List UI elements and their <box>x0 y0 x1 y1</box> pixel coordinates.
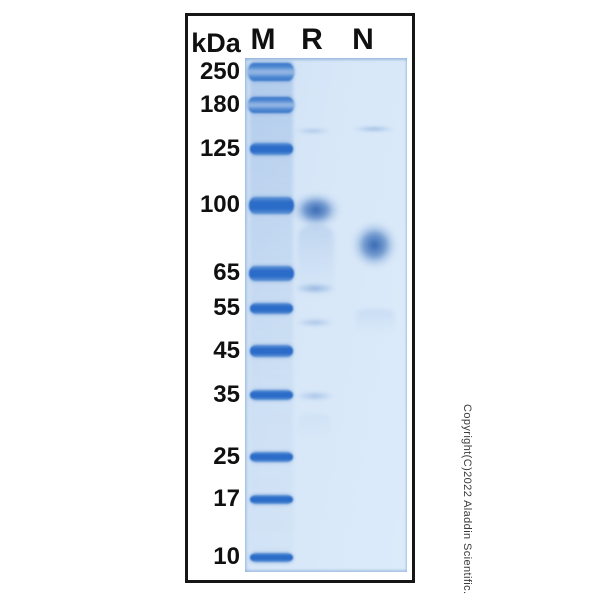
mw-label-65: 65 <box>213 259 240 286</box>
mw-label-250: 250 <box>199 58 240 85</box>
unit-label: kDa <box>191 28 241 58</box>
mw-label-125: 125 <box>199 135 240 162</box>
band-R-50kda <box>295 317 335 327</box>
band-R-35kda <box>295 391 335 401</box>
lane-label-m: M <box>250 23 276 56</box>
ladder-band-65 <box>249 265 294 281</box>
ladder-band-35 <box>250 390 293 400</box>
mw-label-10: 10 <box>213 543 240 570</box>
ladder-band-17 <box>250 494 293 504</box>
band-R-30kda <box>299 414 331 442</box>
mw-label-100: 100 <box>199 191 240 218</box>
mw-label-35: 35 <box>213 381 240 408</box>
mw-label-17: 17 <box>213 485 240 512</box>
ladder-band-100 <box>249 196 294 214</box>
band-R-60kda <box>294 282 336 294</box>
ladder-band-250 <box>248 63 294 81</box>
band-N-50kda <box>356 309 394 335</box>
ladder-band-45 <box>250 345 293 357</box>
band-R-80-60kda <box>298 224 334 300</box>
mw-label-45: 45 <box>213 337 240 364</box>
copyright-text: Copyright(C)2022 Aladdin Scientific. <box>461 404 473 595</box>
lane-label-r: R <box>301 23 323 56</box>
ladder-band-55 <box>250 302 293 314</box>
band-N-140kda <box>352 126 396 132</box>
ladder-band-10 <box>250 552 293 562</box>
band-N-70kda <box>351 221 398 269</box>
mw-label-180: 180 <box>199 91 240 118</box>
mw-label-55: 55 <box>213 294 240 321</box>
band-R-140kda <box>294 128 332 134</box>
ladder-band-125 <box>250 143 293 155</box>
ladder-band-25 <box>250 452 293 462</box>
lane-label-n: N <box>352 23 374 56</box>
mw-label-25: 25 <box>213 443 240 470</box>
ladder-band-180 <box>248 97 294 113</box>
band-R-95kda <box>291 192 341 228</box>
